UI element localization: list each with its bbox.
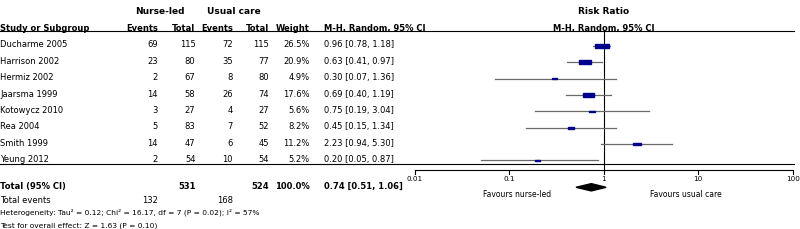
Text: 35: 35 [222, 57, 233, 65]
Text: 20.9%: 20.9% [283, 57, 310, 65]
Text: 524: 524 [252, 181, 270, 190]
Text: M-H, Random, 95% CI: M-H, Random, 95% CI [324, 24, 426, 33]
Bar [578, 61, 591, 65]
Text: Weight: Weight [276, 24, 310, 33]
Bar [551, 79, 557, 80]
Text: 80: 80 [258, 73, 270, 82]
Text: 100.0%: 100.0% [275, 181, 310, 190]
Text: 26: 26 [222, 89, 233, 98]
Text: Total (95% CI): Total (95% CI) [0, 181, 66, 190]
Text: 100: 100 [786, 175, 800, 181]
Polygon shape [576, 184, 606, 191]
Text: Kotowycz 2010: Kotowycz 2010 [0, 106, 63, 114]
Text: 0.63 [0.41, 0.97]: 0.63 [0.41, 0.97] [324, 57, 394, 65]
Text: 0.69 [0.40, 1.19]: 0.69 [0.40, 1.19] [324, 89, 394, 98]
Text: 17.6%: 17.6% [283, 89, 310, 98]
Text: Jaarsma 1999: Jaarsma 1999 [0, 89, 58, 98]
Text: Events: Events [126, 24, 158, 33]
Text: 58: 58 [185, 89, 195, 98]
Text: 77: 77 [258, 57, 270, 65]
Bar [535, 160, 540, 161]
Text: Ducharme 2005: Ducharme 2005 [0, 40, 67, 49]
Text: 132: 132 [142, 195, 158, 204]
Text: Events: Events [201, 24, 233, 33]
Text: 5: 5 [153, 122, 158, 131]
Text: Smith 1999: Smith 1999 [0, 138, 48, 147]
Text: 10: 10 [694, 175, 703, 181]
Text: 67: 67 [185, 73, 195, 82]
Text: 11.2%: 11.2% [283, 138, 310, 147]
Text: 0.74 [0.51, 1.06]: 0.74 [0.51, 1.06] [324, 181, 403, 190]
Bar [594, 44, 610, 49]
Text: 531: 531 [178, 181, 195, 190]
Text: Study or Subgroup: Study or Subgroup [0, 24, 90, 33]
Text: 168: 168 [217, 195, 233, 204]
Text: Yeung 2012: Yeung 2012 [0, 154, 49, 163]
Text: 0.75 [0.19, 3.04]: 0.75 [0.19, 3.04] [324, 106, 394, 114]
Text: 27: 27 [185, 106, 195, 114]
Text: 0.96 [0.78, 1.18]: 0.96 [0.78, 1.18] [324, 40, 394, 49]
Text: 0.1: 0.1 [503, 175, 515, 181]
Bar [567, 127, 574, 129]
Text: 26.5%: 26.5% [283, 40, 310, 49]
Text: 0.20 [0.05, 0.87]: 0.20 [0.05, 0.87] [324, 154, 394, 163]
Bar [583, 94, 594, 97]
Text: 8.2%: 8.2% [289, 122, 310, 131]
Text: 54: 54 [258, 154, 270, 163]
Text: Rea 2004: Rea 2004 [0, 122, 39, 131]
Text: Harrison 2002: Harrison 2002 [0, 57, 59, 65]
Text: Nurse-led: Nurse-led [135, 7, 185, 16]
Text: 27: 27 [258, 106, 270, 114]
Text: 2.23 [0.94, 5.30]: 2.23 [0.94, 5.30] [324, 138, 394, 147]
Text: 10: 10 [222, 154, 233, 163]
Text: 23: 23 [147, 57, 158, 65]
Text: 0.30 [0.07, 1.36]: 0.30 [0.07, 1.36] [324, 73, 394, 82]
Text: Total: Total [246, 24, 270, 33]
Text: 83: 83 [185, 122, 195, 131]
Text: 115: 115 [254, 40, 270, 49]
Text: 52: 52 [258, 122, 270, 131]
Text: Total: Total [172, 24, 195, 33]
Text: 69: 69 [147, 40, 158, 49]
Text: M-H, Random, 95% CI: M-H, Random, 95% CI [553, 24, 654, 33]
Text: 0.01: 0.01 [406, 175, 422, 181]
Text: 74: 74 [258, 89, 270, 98]
Text: Total events: Total events [0, 195, 50, 204]
Text: 2: 2 [153, 154, 158, 163]
Text: 1: 1 [602, 175, 606, 181]
Text: 2: 2 [153, 73, 158, 82]
Text: 5.2%: 5.2% [289, 154, 310, 163]
Text: Test for overall effect: Z = 1.63 (P = 0.10): Test for overall effect: Z = 1.63 (P = 0… [0, 221, 158, 228]
Text: 45: 45 [258, 138, 270, 147]
Text: Usual care: Usual care [207, 7, 261, 16]
Text: 14: 14 [147, 89, 158, 98]
Text: 6: 6 [227, 138, 233, 147]
Text: 14: 14 [147, 138, 158, 147]
Text: 8: 8 [227, 73, 233, 82]
Text: 47: 47 [185, 138, 195, 147]
Text: Heterogeneity: Tau² = 0.12; Chi² = 16.17, df = 7 (P = 0.02); I² = 57%: Heterogeneity: Tau² = 0.12; Chi² = 16.17… [0, 208, 259, 215]
Text: Favours nurse-led: Favours nurse-led [483, 189, 551, 198]
Text: 54: 54 [185, 154, 195, 163]
Text: 80: 80 [185, 57, 195, 65]
Text: 5.6%: 5.6% [289, 106, 310, 114]
Text: 72: 72 [222, 40, 233, 49]
Text: 4: 4 [227, 106, 233, 114]
Bar [589, 111, 594, 113]
Text: Favours usual care: Favours usual care [650, 189, 722, 198]
Text: 0.45 [0.15, 1.34]: 0.45 [0.15, 1.34] [324, 122, 394, 131]
Text: Risk Ratio: Risk Ratio [578, 7, 630, 16]
Text: Hermiz 2002: Hermiz 2002 [0, 73, 54, 82]
Text: 115: 115 [180, 40, 195, 49]
Text: 3: 3 [153, 106, 158, 114]
Bar [633, 143, 641, 146]
Text: 4.9%: 4.9% [289, 73, 310, 82]
Text: 7: 7 [227, 122, 233, 131]
